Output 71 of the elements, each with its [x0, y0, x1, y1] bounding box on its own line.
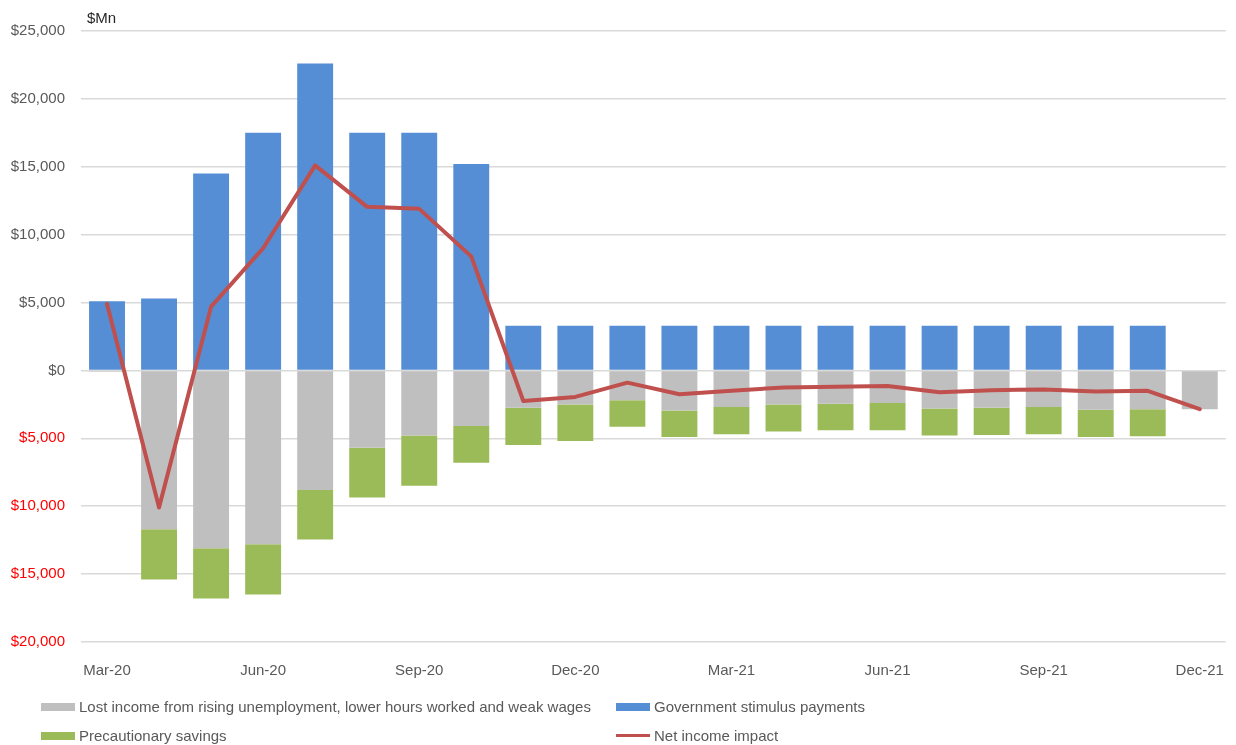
bar — [453, 426, 490, 463]
bar — [869, 325, 906, 370]
y-axis-title: $Mn — [87, 9, 117, 27]
bar — [1181, 371, 1218, 410]
y-tick-label: $25,000 — [10, 21, 65, 39]
bar — [245, 371, 282, 545]
x-tick-label: Dec-20 — [551, 661, 600, 679]
bar — [245, 132, 282, 370]
bar — [609, 325, 646, 370]
y-tick-label: $10,000 — [10, 224, 65, 242]
x-tick-label: Sep-21 — [1019, 661, 1068, 679]
y-tick-label: $20,000 — [10, 632, 65, 650]
bar — [245, 544, 282, 595]
x-tick-label: Mar-20 — [83, 661, 131, 679]
x-tick-label: Jun-21 — [864, 661, 911, 679]
bar — [921, 325, 958, 370]
y-tick-label: $20,000 — [10, 89, 65, 107]
bar — [1077, 409, 1114, 437]
bar — [817, 325, 854, 370]
bar — [401, 371, 438, 436]
y-tick-label: $0 — [48, 360, 65, 378]
bar — [505, 407, 542, 446]
bar — [661, 410, 698, 437]
bar — [869, 403, 906, 431]
bar — [713, 325, 750, 370]
bar — [765, 325, 802, 370]
bar — [1025, 325, 1062, 370]
bar — [921, 408, 958, 436]
bar — [453, 164, 490, 370]
bar — [349, 371, 386, 448]
x-tick-label: Jun-20 — [240, 661, 287, 679]
bar — [349, 132, 386, 370]
bar — [297, 489, 334, 540]
bar — [973, 325, 1010, 370]
legend-label: Net income impact — [654, 727, 779, 744]
bar — [1025, 407, 1062, 435]
bar — [505, 325, 542, 370]
y-tick-label: $15,000 — [10, 564, 65, 582]
bar — [141, 298, 178, 370]
bar — [141, 371, 178, 530]
bar — [1129, 325, 1166, 370]
bar — [1077, 325, 1114, 370]
x-tick-label: Mar-21 — [707, 661, 756, 679]
y-tick-label: $15,000 — [10, 156, 65, 174]
bar — [297, 63, 334, 370]
legend-label: Precautionary savings — [79, 727, 227, 744]
y-tick-label: $5,000 — [19, 428, 65, 446]
legend-label: Government stimulus payments — [654, 698, 865, 715]
y-tick-label: $10,000 — [10, 496, 65, 514]
legend-label: Lost income from rising unemployment, lower hours worked and weak wages — [79, 698, 591, 715]
bar — [817, 403, 854, 431]
bar — [713, 407, 750, 435]
bar — [401, 435, 438, 486]
x-tick-label: Sep-20 — [395, 661, 444, 679]
y-tick-label: $5,000 — [19, 292, 65, 310]
bar — [141, 529, 178, 580]
bar — [557, 325, 594, 370]
bar — [557, 404, 594, 442]
bar — [765, 404, 802, 432]
bar — [193, 173, 230, 370]
bar — [973, 407, 1010, 435]
bar — [349, 447, 386, 498]
bar — [1129, 409, 1166, 437]
bar — [661, 325, 698, 370]
bar — [401, 132, 438, 370]
bar — [297, 371, 334, 490]
bar — [609, 400, 646, 427]
bar — [453, 371, 490, 427]
bar — [193, 548, 230, 599]
bar — [193, 371, 230, 549]
x-tick-label: Dec-21 — [1175, 661, 1224, 679]
